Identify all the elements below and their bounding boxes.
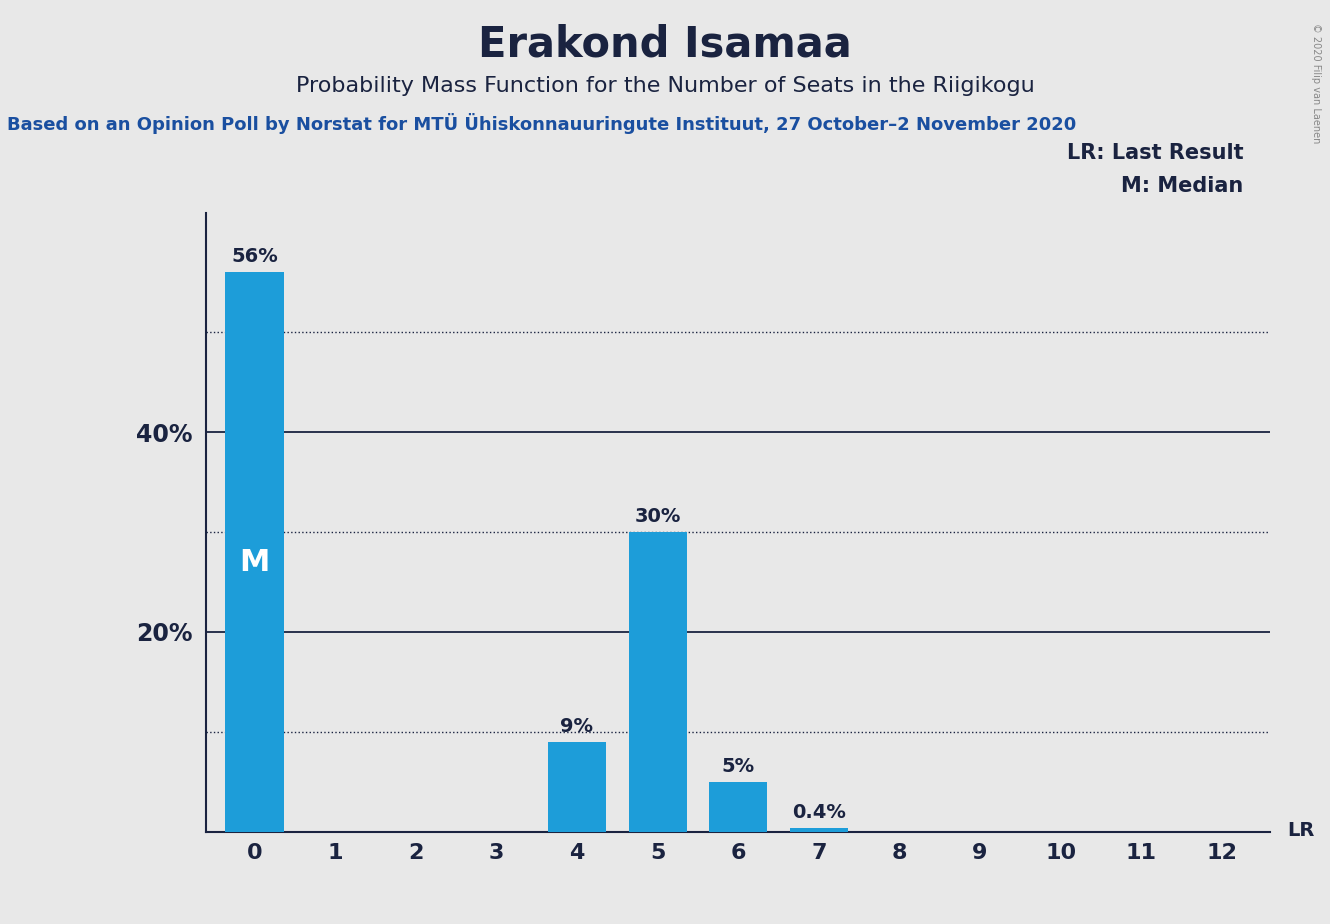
Bar <box>548 742 606 832</box>
Text: © 2020 Filip van Laenen: © 2020 Filip van Laenen <box>1310 23 1321 143</box>
Bar <box>790 828 847 832</box>
Text: 56%: 56% <box>231 248 278 266</box>
Text: LR: Last Result: LR: Last Result <box>1067 143 1244 164</box>
Text: LR: LR <box>1287 821 1315 840</box>
Text: M: Median: M: Median <box>1121 176 1244 196</box>
Text: M: M <box>239 548 270 577</box>
Text: Probability Mass Function for the Number of Seats in the Riigikogu: Probability Mass Function for the Number… <box>295 76 1035 96</box>
Text: Based on an Opinion Poll by Norstat for MTÜ Ühiskonnauuringute Instituut, 27 Oct: Based on an Opinion Poll by Norstat for … <box>7 113 1076 134</box>
Text: Erakond Isamaa: Erakond Isamaa <box>477 23 853 65</box>
Text: 0.4%: 0.4% <box>791 803 846 821</box>
Text: 30%: 30% <box>634 507 681 526</box>
Text: 5%: 5% <box>722 757 754 775</box>
Text: 9%: 9% <box>560 717 593 736</box>
Bar <box>226 273 283 832</box>
Bar <box>629 532 686 832</box>
Bar <box>709 782 767 832</box>
